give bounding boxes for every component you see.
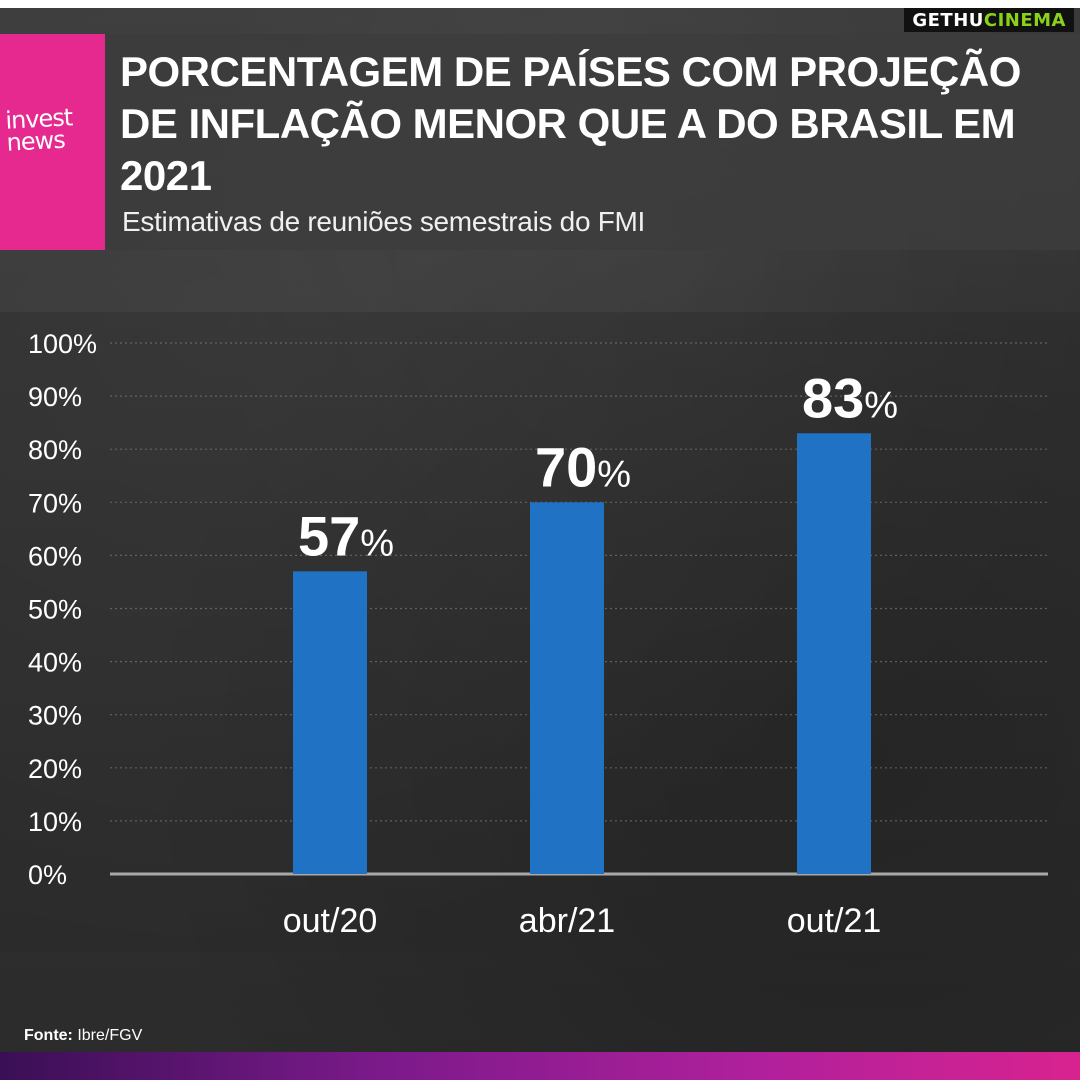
x-tick-label: abr/21 [519,902,615,940]
bottom-gradient-strip [0,1052,1080,1080]
data-label-number: 70 [535,435,597,498]
data-label: 57% [298,504,394,567]
y-tick-label: 10% [28,807,82,837]
watermark-gethucinema: GETHU CINEMA [904,8,1074,32]
data-label-number: 83 [802,366,864,429]
chart-subtitle: Estimativas de reuniões semestrais do FM… [122,206,646,237]
y-tick-label: 80% [28,435,82,465]
y-tick-label: 20% [28,754,82,784]
bar [530,502,604,874]
bar [797,433,871,874]
source-text: Ibre/FGV [77,1027,143,1044]
x-tick-label: out/21 [787,902,882,940]
source-note: Fonte: Ibre/FGV [24,1027,142,1045]
y-tick-label: 30% [28,701,82,731]
chart-title: PORCENTAGEM DE PAÍSES COM PROJEÇÃO DE IN… [120,48,1021,199]
y-tick-label: 100% [28,329,97,359]
x-tick-label: out/20 [283,902,378,940]
data-label-unit: % [597,453,631,495]
y-tick-label: 70% [28,488,82,518]
data-label-unit: % [864,384,898,426]
data-label: 83% [802,366,898,429]
top-strip [0,0,1080,8]
header-panel [105,34,1080,250]
y-tick-label: 40% [28,648,82,678]
y-tick-label: 90% [28,382,82,412]
watermark-part2: CINEMA [983,9,1066,31]
source-label: Fonte: [24,1027,73,1044]
investnews-logo: invest news [0,34,105,250]
y-tick-label: 0% [28,860,67,890]
bar [293,571,367,874]
data-label-unit: % [360,522,394,564]
data-label-number: 57 [298,504,360,567]
y-tick-label: 60% [28,541,82,571]
y-tick-label: 50% [28,595,82,625]
data-label: 70% [535,435,631,498]
watermark-part1: GETHU [912,9,984,31]
